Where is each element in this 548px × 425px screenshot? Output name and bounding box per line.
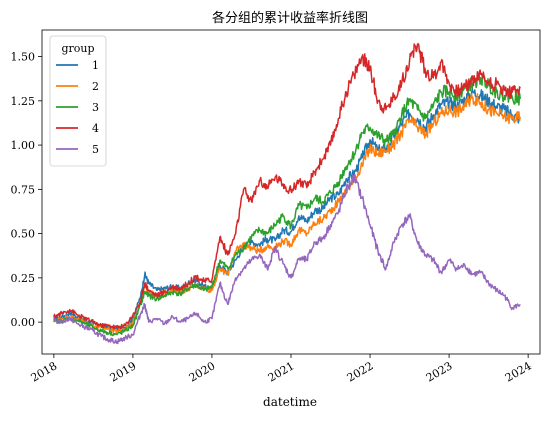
series-line-2 [53, 93, 521, 334]
legend-label-5: 5 [92, 143, 99, 156]
y-tick-label: 1.25 [11, 95, 36, 108]
legend-label-4: 4 [92, 122, 99, 135]
legend-label-2: 2 [92, 80, 99, 93]
y-tick-label: 1.50 [11, 51, 36, 64]
series-line-3 [53, 72, 521, 337]
plot-area: 2018 2019 2020 2021 2022 2023 2024 0.000.250.5… [11, 29, 541, 385]
series-line-5 [53, 173, 521, 345]
legend-box [49, 35, 107, 167]
y-tick-label: 1.00 [11, 139, 36, 152]
y-axis-ticks: 0.00 0.25 0.50 0.75 1.00 1.25 1.50 [11, 51, 42, 329]
y-tick-label: 0.00 [11, 316, 36, 329]
x-axis-title: datetime [263, 395, 317, 409]
y-tick-label: 0.50 [11, 228, 36, 241]
chart-title: 各分组的累计收益率折线图 [212, 10, 368, 26]
legend-items: 1 2 3 4 5 [56, 59, 99, 156]
legend: group 1 2 3 4 5 [49, 35, 107, 167]
legend-title: group [61, 42, 94, 55]
legend-label-1: 1 [92, 59, 99, 72]
legend-label-3: 3 [92, 101, 99, 114]
y-tick-label: 0.25 [11, 272, 36, 285]
y-tick-label: 0.75 [11, 183, 36, 196]
series-layer [53, 42, 521, 345]
series-line-4 [53, 42, 521, 330]
